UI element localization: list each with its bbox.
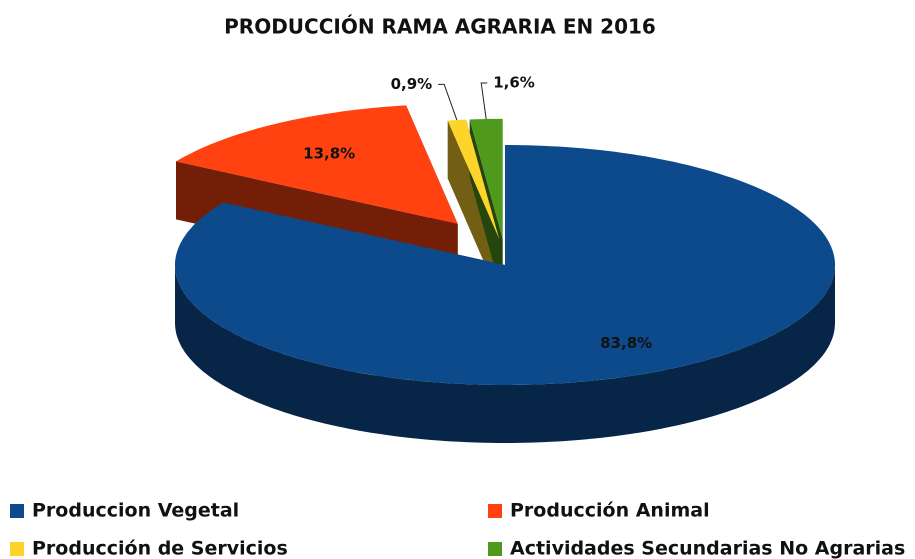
data-label: 0,9% bbox=[391, 75, 433, 93]
legend-label: Actividades Secundarias No Agrarias bbox=[510, 538, 905, 559]
data-label: 13,8% bbox=[303, 145, 355, 163]
slice bbox=[447, 119, 500, 239]
legend-swatch bbox=[10, 542, 24, 556]
leader-line bbox=[438, 83, 458, 121]
legend-label: Produccion Vegetal bbox=[32, 500, 239, 522]
data-label: 1,6% bbox=[493, 74, 535, 92]
slice bbox=[175, 145, 835, 385]
slice bbox=[469, 118, 503, 239]
slice-wall bbox=[175, 265, 835, 443]
legend-swatch bbox=[10, 504, 24, 518]
legend-swatch bbox=[488, 542, 502, 556]
leader-line bbox=[480, 82, 488, 120]
legend-swatch bbox=[488, 504, 502, 518]
slice-side bbox=[447, 120, 500, 297]
legend-label: Producción Animal bbox=[510, 500, 710, 522]
data-label: 83,8% bbox=[600, 334, 652, 352]
slice bbox=[176, 105, 458, 224]
legend-label: Producción de Servicios bbox=[32, 538, 288, 559]
chart-title: PRODUCCIÓN RAMA AGRARIA EN 2016 bbox=[224, 15, 656, 39]
